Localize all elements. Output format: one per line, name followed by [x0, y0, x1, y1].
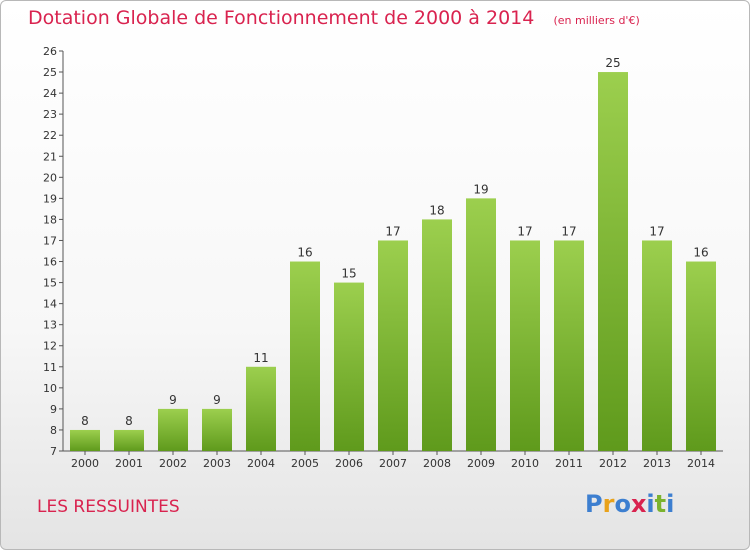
value-label-2004: 11 [253, 351, 268, 365]
x-tick-label-2000: 2000 [71, 457, 99, 470]
title-text: Dotation Globale de Fonctionnement de 20… [28, 7, 535, 29]
y-tick-label: 7 [50, 445, 57, 458]
y-tick-label: 13 [43, 319, 57, 332]
unit-label: (en milliers d'€) [553, 14, 640, 27]
value-label-2013: 17 [649, 224, 664, 238]
logo-letter: i [666, 490, 675, 518]
bar-2003 [202, 408, 232, 451]
y-tick-label: 10 [43, 382, 57, 395]
y-tick-label: 18 [43, 213, 57, 226]
x-tick-label-2011: 2011 [555, 457, 583, 470]
bar-2013 [642, 240, 672, 451]
y-tick-label: 20 [43, 171, 57, 184]
y-tick-label: 11 [43, 361, 57, 374]
value-label-2011: 17 [561, 224, 576, 238]
logo-letter: i [646, 490, 655, 518]
bar-2012 [598, 72, 628, 451]
value-label-2002: 9 [169, 393, 177, 407]
y-tick-label: 8 [50, 424, 57, 437]
y-tick-label: 25 [43, 66, 57, 79]
bar-2001 [114, 429, 144, 451]
x-tick-label-2003: 2003 [203, 457, 231, 470]
y-tick-label: 12 [43, 340, 57, 353]
bar-2006 [334, 282, 364, 451]
data-labels: 8 8 9 9 11 16 15 17 18 19 17 17 25 17 16 [81, 56, 708, 428]
chart-title: Dotation Globale de Fonctionnement de 20… [28, 7, 640, 29]
value-label-2014: 16 [693, 246, 708, 260]
x-tick-label-2004: 2004 [247, 457, 275, 470]
x-tick-label-2009: 2009 [467, 457, 495, 470]
bar-2010 [510, 240, 540, 451]
y-tick-label: 14 [43, 298, 57, 311]
x-tick-label-2014: 2014 [687, 457, 715, 470]
value-label-2003: 9 [213, 393, 221, 407]
y-tick-label: 24 [43, 87, 57, 100]
y-tick-label: 15 [43, 277, 57, 290]
x-tick-label-2002: 2002 [159, 457, 187, 470]
value-label-2009: 19 [473, 182, 488, 196]
proxiti-logo: Proxiti [585, 490, 674, 518]
value-label-2007: 17 [385, 224, 400, 238]
x-tick-label-2001: 2001 [115, 457, 143, 470]
value-label-2000: 8 [81, 414, 89, 428]
value-label-2012: 25 [605, 56, 620, 70]
y-tick-label: 17 [43, 234, 57, 247]
value-label-2008: 18 [429, 203, 444, 217]
bar-2005 [290, 261, 320, 451]
x-tick-label-2012: 2012 [599, 457, 627, 470]
bar-2002 [158, 408, 188, 451]
x-tick-label-2006: 2006 [335, 457, 363, 470]
bars [70, 72, 716, 451]
y-tick-label: 22 [43, 129, 57, 142]
bar-2009 [466, 198, 496, 451]
logo-letter: x [630, 490, 647, 518]
bar-2007 [378, 240, 408, 451]
logo-letter: P [585, 490, 603, 518]
bar-2014 [686, 261, 716, 451]
y-tick-label: 21 [43, 150, 57, 163]
x-tick-label-2008: 2008 [423, 457, 451, 470]
logo-letter: t [654, 490, 667, 518]
value-label-2006: 15 [341, 267, 356, 281]
x-tick-label-2005: 2005 [291, 457, 319, 470]
y-tick-label: 16 [43, 256, 57, 269]
value-label-2001: 8 [125, 414, 133, 428]
y-tick-label: 19 [43, 192, 57, 205]
place-name: LES RESSUINTES [37, 497, 180, 517]
x-tick-label-2013: 2013 [643, 457, 671, 470]
logo-letter: r [602, 490, 615, 518]
bar-2004 [246, 366, 276, 451]
y-tick-label: 9 [50, 403, 57, 416]
y-tick-label: 23 [43, 108, 57, 121]
bar-2011 [554, 240, 584, 451]
y-tick-label: 26 [43, 45, 57, 58]
logo-letter: o [614, 490, 631, 518]
bar-2008 [422, 219, 452, 451]
bar-2000 [70, 429, 100, 451]
value-label-2010: 17 [517, 224, 532, 238]
value-label-2005: 16 [297, 246, 312, 260]
x-tick-label-2010: 2010 [511, 457, 539, 470]
x-tick-label-2007: 2007 [379, 457, 407, 470]
